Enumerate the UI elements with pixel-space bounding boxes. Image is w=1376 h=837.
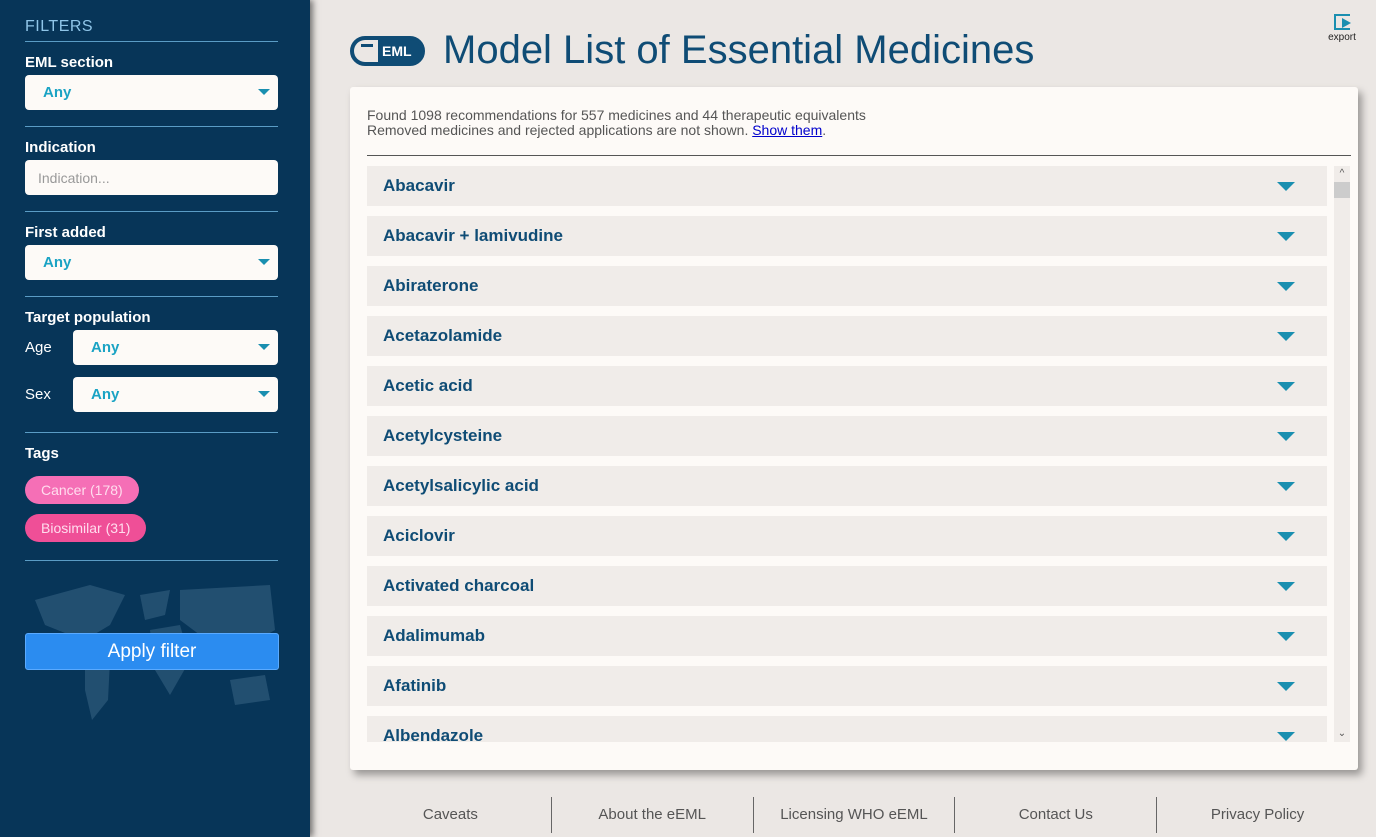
medicine-name: Abiraterone (383, 276, 479, 295)
chevron-down-icon[interactable] (1277, 282, 1295, 291)
apply-filter-button[interactable]: Apply filter (25, 633, 279, 670)
eml-logo: EML (350, 35, 425, 66)
summary-note: Removed medicines and rejected applicati… (367, 122, 753, 138)
age-select[interactable]: Any (73, 330, 278, 365)
medicine-list: Abacavir Abacavir + lamivudine Abiraterone… (367, 166, 1327, 742)
medicine-item[interactable]: Albendazole (367, 716, 1327, 742)
footer-link[interactable]: Caveats (422, 806, 478, 823)
medicine-item[interactable]: Acetylcysteine (367, 416, 1327, 456)
medicine-item[interactable]: Acetazolamide (367, 316, 1327, 356)
medicine-name: Abacavir + lamivudine (383, 226, 563, 245)
medicine-name: Acetic acid (383, 376, 473, 395)
tags-label: Tags (25, 445, 59, 462)
medicine-name: Acetazolamide (383, 326, 503, 345)
chevron-down-icon (258, 259, 270, 265)
divider (25, 560, 278, 561)
filters-title: FILTERS (25, 18, 278, 42)
divider (367, 155, 1351, 156)
eml-section-select[interactable]: Any (25, 75, 278, 110)
chevron-down-icon (258, 89, 270, 95)
footer-link[interactable]: Contact Us (954, 797, 1156, 833)
medicine-item[interactable]: Afatinib (367, 666, 1327, 706)
medicine-item[interactable]: Acetylsalicylic acid (367, 466, 1327, 506)
age-label: Age (25, 339, 52, 356)
chevron-down-icon (258, 391, 270, 397)
medicine-name: Aciclovir (383, 526, 455, 545)
sex-label: Sex (25, 386, 51, 403)
chevron-down-icon[interactable] (1277, 182, 1295, 191)
export-button[interactable]: export (1322, 14, 1362, 43)
eml-section-label: EML section (25, 54, 114, 71)
results-summary: Found 1098 recommendations for 557 medic… (367, 108, 866, 138)
medicine-name: Activated charcoal (383, 576, 535, 595)
first-added-value: Any (43, 254, 72, 271)
medicine-item[interactable]: Aciclovir (367, 516, 1327, 556)
medicine-name: Adalimumab (383, 626, 486, 645)
sex-value: Any (91, 386, 120, 403)
medicine-item[interactable]: Abacavir + lamivudine (367, 216, 1327, 256)
indication-input[interactable] (25, 160, 278, 195)
chevron-down-icon[interactable] (1277, 482, 1295, 491)
medicine-item[interactable]: Acetic acid (367, 366, 1327, 406)
divider (25, 126, 278, 127)
scrollbar-thumb[interactable] (1334, 182, 1350, 198)
chevron-down-icon[interactable] (1277, 232, 1295, 241)
divider (25, 296, 278, 297)
medicine-name: Acetylsalicylic acid (383, 476, 539, 495)
medicine-item[interactable]: Activated charcoal (367, 566, 1327, 606)
divider (25, 432, 278, 433)
medicine-name: Acetylcysteine (383, 426, 503, 445)
chevron-down-icon[interactable] (1277, 632, 1295, 641)
chevron-down-icon[interactable] (1277, 532, 1295, 541)
tag-biosimilar[interactable]: Biosimilar (31) (25, 514, 147, 542)
chevron-down-icon[interactable] (1277, 332, 1295, 341)
chevron-down-icon (258, 344, 270, 350)
eml-section-value: Any (43, 84, 72, 101)
chevron-down-icon[interactable] (1277, 382, 1295, 391)
page-header: EML Model List of Essential Medicines (350, 28, 1034, 73)
medicine-name: Albendazole (383, 726, 484, 742)
target-population-label: Target population (25, 309, 151, 326)
scroll-down-icon[interactable]: ⌄ (1337, 728, 1347, 739)
filters-sidebar: FILTERS EML section Any Indication First… (0, 0, 310, 837)
show-them-link[interactable]: Show them (752, 122, 823, 138)
age-value: Any (91, 339, 120, 356)
footer-link[interactable]: About the eEML (550, 797, 753, 833)
medicine-item[interactable]: Adalimumab (367, 616, 1327, 656)
scrollbar[interactable]: ^ ⌄ (1334, 166, 1350, 742)
summary-count: Found 1098 recommendations for 557 medic… (367, 107, 866, 123)
first-added-select[interactable]: Any (25, 245, 278, 280)
sex-select[interactable]: Any (73, 377, 278, 412)
export-icon (1334, 14, 1351, 30)
first-added-label: First added (25, 224, 106, 241)
export-label: export (1328, 32, 1356, 43)
scroll-up-icon[interactable]: ^ (1339, 168, 1345, 179)
medicine-name: Abacavir (383, 176, 455, 195)
chevron-down-icon[interactable] (1277, 732, 1295, 741)
footer-link[interactable]: Privacy Policy (1156, 797, 1358, 833)
page-title: Model List of Essential Medicines (443, 28, 1035, 72)
medicine-name: Afatinib (383, 676, 447, 695)
indication-label: Indication (25, 139, 96, 156)
medicine-item[interactable]: Abiraterone (367, 266, 1327, 306)
results-panel: Found 1098 recommendations for 557 medic… (350, 87, 1358, 770)
tag-cancer[interactable]: Cancer (178) (25, 476, 139, 504)
medicine-item[interactable]: Abacavir (367, 166, 1327, 206)
chevron-down-icon[interactable] (1277, 582, 1295, 591)
footer: Caveats About the eEML Licensing WHO eEML C… (350, 797, 1358, 833)
period: . (822, 122, 827, 138)
divider (25, 211, 278, 212)
footer-link[interactable]: Licensing WHO eEML (752, 797, 955, 833)
chevron-down-icon[interactable] (1277, 432, 1295, 441)
chevron-down-icon[interactable] (1277, 682, 1295, 691)
